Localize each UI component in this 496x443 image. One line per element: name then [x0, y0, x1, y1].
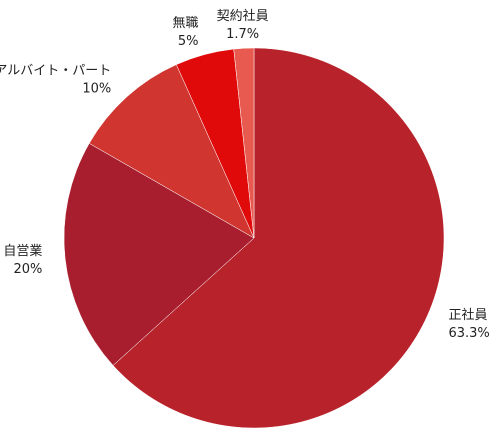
pie-slice [63, 143, 255, 366]
slice-value-label: 10% [82, 82, 111, 97]
slice-label: 契約社員 [217, 8, 269, 24]
slice-label: 自営業 [3, 243, 42, 259]
slice-value-label: 1.7% [226, 27, 259, 42]
slice-label: アルバイト・パート [0, 64, 111, 79]
slice-value-label: 20% [14, 262, 43, 277]
slice-value-label: 63.3% [448, 326, 489, 341]
slice-label: 無職 [172, 16, 198, 31]
slice-label: 正社員 [448, 307, 487, 323]
pie-slice [233, 47, 255, 239]
pie-slice [88, 64, 255, 239]
slice-value-label: 5% [178, 34, 199, 49]
pie-slice [112, 47, 445, 429]
